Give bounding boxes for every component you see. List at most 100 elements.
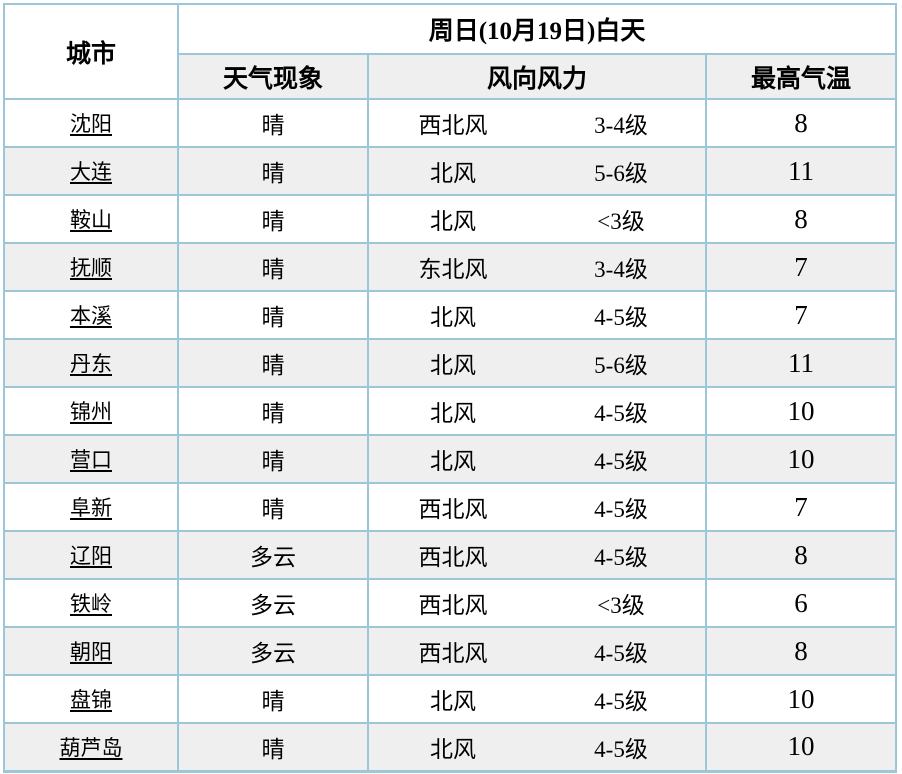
city-cell: 沈阳 — [3, 98, 179, 148]
city-link[interactable]: 沈阳 — [70, 112, 112, 136]
city-link[interactable]: 本溪 — [70, 304, 112, 328]
wind-cell: 北风 4-5级 — [367, 386, 707, 436]
city-cell: 大连 — [3, 146, 179, 196]
city-link[interactable]: 铁岭 — [70, 592, 112, 616]
wind-force-text: 3-4级 — [594, 113, 648, 138]
table-row: 大连 晴 北风 5-6级 11 — [3, 146, 898, 196]
wind-cell: 西北风 <3级 — [367, 578, 707, 628]
wind-wrap: 西北风 4-5级 — [370, 490, 704, 524]
max-temp-cell: 6 — [704, 578, 898, 628]
max-temp-cell: 7 — [704, 242, 898, 292]
city-link[interactable]: 盘锦 — [70, 688, 112, 712]
max-temp-cell: 8 — [704, 530, 898, 580]
wind-direction-text: 北风 — [430, 401, 476, 426]
wind-force-text: 4-5级 — [594, 689, 648, 714]
wind-force-text: 3-4级 — [594, 257, 648, 282]
city-cell: 丹东 — [3, 338, 179, 388]
city-link[interactable]: 葫芦岛 — [59, 735, 123, 760]
city-cell: 锦州 — [3, 386, 179, 436]
wind-cell: 北风 4-5级 — [367, 434, 707, 484]
city-cell: 铁岭 — [3, 578, 179, 628]
max-temp-cell: 8 — [704, 194, 898, 244]
temp-column-header: 最高气温 — [704, 53, 898, 100]
wind-force-text: 5-6级 — [594, 353, 648, 378]
wind-cell: 北风 4-5级 — [367, 674, 707, 724]
wind-cell: 北风 4-5级 — [367, 290, 707, 340]
max-temp-cell: 8 — [704, 98, 898, 148]
city-link[interactable]: 大连 — [70, 160, 112, 184]
wind-force-text: 4-5级 — [594, 545, 648, 570]
wind-column-header: 风向风力 — [367, 53, 707, 100]
weather-cell: 多云 — [177, 530, 369, 580]
city-link[interactable]: 营口 — [70, 448, 112, 472]
wind-force-text: 4-5级 — [594, 449, 648, 474]
max-temp-cell: 7 — [704, 290, 898, 340]
city-link[interactable]: 朝阳 — [70, 640, 112, 664]
wind-wrap: 北风 4-5级 — [370, 394, 704, 428]
weather-cell: 晴 — [177, 674, 369, 724]
wind-cell: 北风 5-6级 — [367, 338, 707, 388]
city-link[interactable]: 锦州 — [70, 400, 112, 424]
table-row: 葫芦岛 晴 北风 4-5级 10 — [3, 722, 898, 772]
table-row: 锦州 晴 北风 4-5级 10 — [3, 386, 898, 436]
max-temp-cell: 11 — [704, 146, 898, 196]
table-row: 辽阳 多云 西北风 4-5级 8 — [3, 530, 898, 580]
wind-direction-text: 北风 — [430, 209, 476, 234]
wind-wrap: 北风 4-5级 — [370, 298, 704, 332]
city-cell: 葫芦岛 — [3, 722, 179, 772]
weather-cell: 晴 — [177, 434, 369, 484]
city-link[interactable]: 辽阳 — [70, 544, 112, 568]
table-row: 营口 晴 北风 4-5级 10 — [3, 434, 898, 484]
weather-cell: 晴 — [177, 386, 369, 436]
wind-wrap: 西北风 4-5级 — [370, 634, 704, 668]
city-link[interactable]: 阜新 — [70, 496, 112, 520]
weather-cell: 多云 — [177, 578, 369, 628]
wind-wrap: 北风 4-5级 — [370, 682, 704, 716]
max-temp-cell: 10 — [704, 434, 898, 484]
wind-wrap: 东北风 3-4级 — [370, 250, 704, 284]
weather-cell: 晴 — [177, 146, 369, 196]
table-row: 铁岭 多云 西北风 <3级 6 — [3, 578, 898, 628]
wind-wrap: 北风 4-5级 — [370, 730, 704, 764]
wind-wrap: 北风 4-5级 — [370, 442, 704, 476]
wind-force-text: 4-5级 — [594, 305, 648, 330]
wind-wrap: 西北风 3-4级 — [370, 106, 704, 140]
city-cell: 本溪 — [3, 290, 179, 340]
table-row: 鞍山 晴 北风 <3级 8 — [3, 194, 898, 244]
weather-table: 城市 周日(10月19日)白天 天气现象 风向风力 最高气温 沈阳 晴 西北风 … — [3, 3, 898, 773]
table-row: 抚顺 晴 东北风 3-4级 7 — [3, 242, 898, 292]
wind-direction-text: 西北风 — [418, 497, 488, 522]
day-title-header: 周日(10月19日)白天 — [176, 3, 898, 55]
wind-force-text: 4-5级 — [594, 401, 648, 426]
weather-column-header: 天气现象 — [177, 53, 369, 100]
wind-direction-text: 北风 — [430, 353, 476, 378]
wind-cell: 西北风 4-5级 — [367, 626, 707, 676]
wind-force-text: <3级 — [597, 209, 645, 234]
city-cell: 盘锦 — [3, 674, 179, 724]
wind-wrap: 北风 <3级 — [370, 202, 704, 236]
max-temp-cell: 8 — [704, 626, 898, 676]
weather-cell: 晴 — [177, 722, 369, 772]
max-temp-cell: 10 — [704, 386, 898, 436]
city-link[interactable]: 鞍山 — [70, 208, 112, 232]
wind-direction-text: 西北风 — [418, 113, 488, 138]
wind-wrap: 西北风 <3级 — [370, 586, 704, 620]
wind-direction-text: 北风 — [430, 161, 476, 186]
city-cell: 辽阳 — [3, 530, 179, 580]
city-cell: 抚顺 — [3, 242, 179, 292]
table-row: 阜新 晴 西北风 4-5级 7 — [3, 482, 898, 532]
city-link[interactable]: 丹东 — [70, 352, 112, 376]
city-link[interactable]: 抚顺 — [70, 256, 112, 280]
wind-cell: 北风 5-6级 — [367, 146, 707, 196]
wind-force-text: 4-5级 — [594, 497, 648, 522]
wind-direction-text: 北风 — [430, 449, 476, 474]
weather-cell: 晴 — [177, 290, 369, 340]
weather-cell: 多云 — [177, 626, 369, 676]
weather-cell: 晴 — [177, 482, 369, 532]
wind-direction-text: 北风 — [430, 736, 476, 762]
city-column-header: 城市 — [3, 3, 179, 100]
table-row: 沈阳 晴 西北风 3-4级 8 — [3, 98, 898, 148]
wind-force-text: 4-5级 — [594, 736, 648, 762]
table-row: 朝阳 多云 西北风 4-5级 8 — [3, 626, 898, 676]
weather-cell: 晴 — [177, 98, 369, 148]
